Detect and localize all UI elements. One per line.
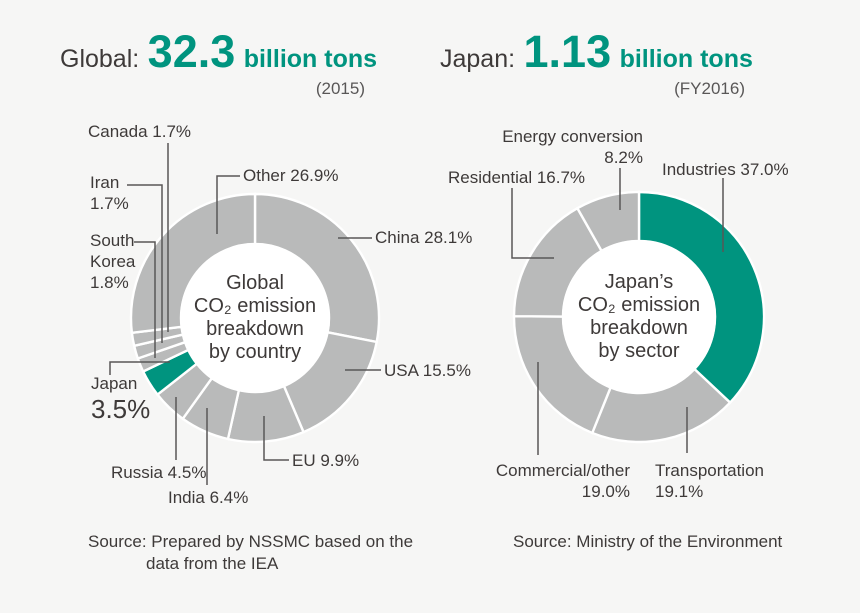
japan-title-value: 1.13 <box>523 26 612 77</box>
slice-label-line: EU 9.9% <box>292 451 360 470</box>
global-title-line: Global: 32.3 billion tons <box>60 26 377 78</box>
source-line: Source: Prepared by NSSMC based on the <box>88 532 414 551</box>
slice-label-line: 19.0% <box>581 482 630 501</box>
source-line: data from the IEA <box>146 554 279 573</box>
global-donut-center-label: Global CO₂ emission breakdown by country <box>170 272 340 364</box>
slice-label-global-eu: EU 9.9% <box>292 450 359 471</box>
global-title-suffix: billion tons <box>243 45 378 73</box>
leader-line-global-eu <box>263 416 289 461</box>
slice-label-global-other: Other 26.9% <box>243 165 338 186</box>
slice-label-global-iran: Iran 1.7% <box>90 172 129 214</box>
slice-label-global-usa: USA 15.5% <box>384 360 471 381</box>
global-source-note: Source: Prepared by NSSMC based on the d… <box>88 531 413 575</box>
slice-label-line: Residential 16.7% <box>448 168 586 187</box>
slice-label-line: Russia 4.5% <box>111 463 207 482</box>
slice-label-global-japan: Japan 3.5% <box>91 373 150 424</box>
center-label-line: Global <box>226 272 284 294</box>
leader-line-global-iran <box>127 184 163 343</box>
slice-label-line: South <box>90 231 135 250</box>
slice-label-japan-commercial-other: Commercial/other 19.0% <box>496 460 630 502</box>
leader-line-global-south-korea <box>134 241 156 358</box>
slice-label-line: 8.2% <box>604 148 643 167</box>
center-label-line: by country <box>208 341 302 363</box>
slice-label-line: Korea <box>90 252 136 271</box>
slice-label-line: India 6.4% <box>168 488 249 507</box>
japan-donut-center-label: Japan’s CO₂ emission breakdown by sector <box>554 271 724 363</box>
global-donut-hole <box>180 243 330 393</box>
slice-label-line: Industries 37.0% <box>662 160 789 179</box>
japan-title-year: (FY2016) <box>674 79 745 98</box>
slice-label-line: 1.7% <box>90 194 129 213</box>
slice-label-line: Energy conversion <box>502 127 643 146</box>
source-line: Source: Ministry of the Environment <box>513 532 783 551</box>
slice-label-line: 1.8% <box>90 273 129 292</box>
slice-label-japan-residential: Residential 16.7% <box>448 167 585 188</box>
slice-label-line: Transportation <box>655 461 764 480</box>
slice-label-global-south-korea: South Korea 1.8% <box>90 230 135 293</box>
japan-title-prefix: Japan: <box>440 45 516 73</box>
center-label-line: by sector <box>598 340 680 362</box>
japan-donut-hole <box>562 240 716 394</box>
center-label-line: Japan’s <box>604 271 674 293</box>
slice-label-line: Commercial/other <box>495 461 630 480</box>
slice-label-japan-energy-conversion: Energy conversion 8.2% <box>502 126 643 168</box>
slice-label-global-india: India 6.4% <box>168 487 248 508</box>
center-label-line: breakdown <box>590 317 688 339</box>
leader-line-global-japan <box>109 361 170 375</box>
slice-label-line: Canada 1.7% <box>88 122 192 141</box>
slice-label-global-russia: Russia 4.5% <box>111 462 206 483</box>
slice-label-line: Other 26.9% <box>243 166 339 185</box>
leader-line-japan-residential <box>511 188 554 259</box>
slice-label-line: Iran <box>90 173 120 192</box>
slice-label-line: 3.5% <box>91 394 151 424</box>
slice-label-line: China 28.1% <box>375 228 473 247</box>
slice-label-global-china: China 28.1% <box>375 227 472 248</box>
global-title-prefix: Global: <box>60 45 140 73</box>
global-title-value: 32.3 <box>147 26 236 77</box>
japan-source-note: Source: Ministry of the Environment <box>513 531 782 553</box>
center-label-line: breakdown <box>206 318 304 340</box>
japan-total-title: Japan: 1.13 billion tons (FY2016) <box>440 26 753 99</box>
slice-label-japan-transportation: Transportation 19.1% <box>655 460 764 502</box>
japan-title-line: Japan: 1.13 billion tons <box>440 26 753 78</box>
slice-label-global-canada: Canada 1.7% <box>88 121 191 142</box>
global-total-title: Global: 32.3 billion tons (2015) <box>60 26 377 99</box>
center-label-line: CO₂ emission <box>193 295 317 317</box>
slice-label-japan-industries: Industries 37.0% <box>662 159 789 180</box>
japan-donut <box>512 190 766 444</box>
global-title-year: (2015) <box>315 79 365 98</box>
global-donut <box>129 192 381 444</box>
leader-line-global-other <box>216 175 240 234</box>
slice-label-line: USA 15.5% <box>384 361 471 380</box>
japan-title-suffix: billion tons <box>619 45 753 73</box>
center-label-line: CO₂ emission <box>577 294 701 316</box>
slice-label-line: Japan <box>91 374 138 393</box>
slice-label-line: 19.1% <box>655 482 704 501</box>
